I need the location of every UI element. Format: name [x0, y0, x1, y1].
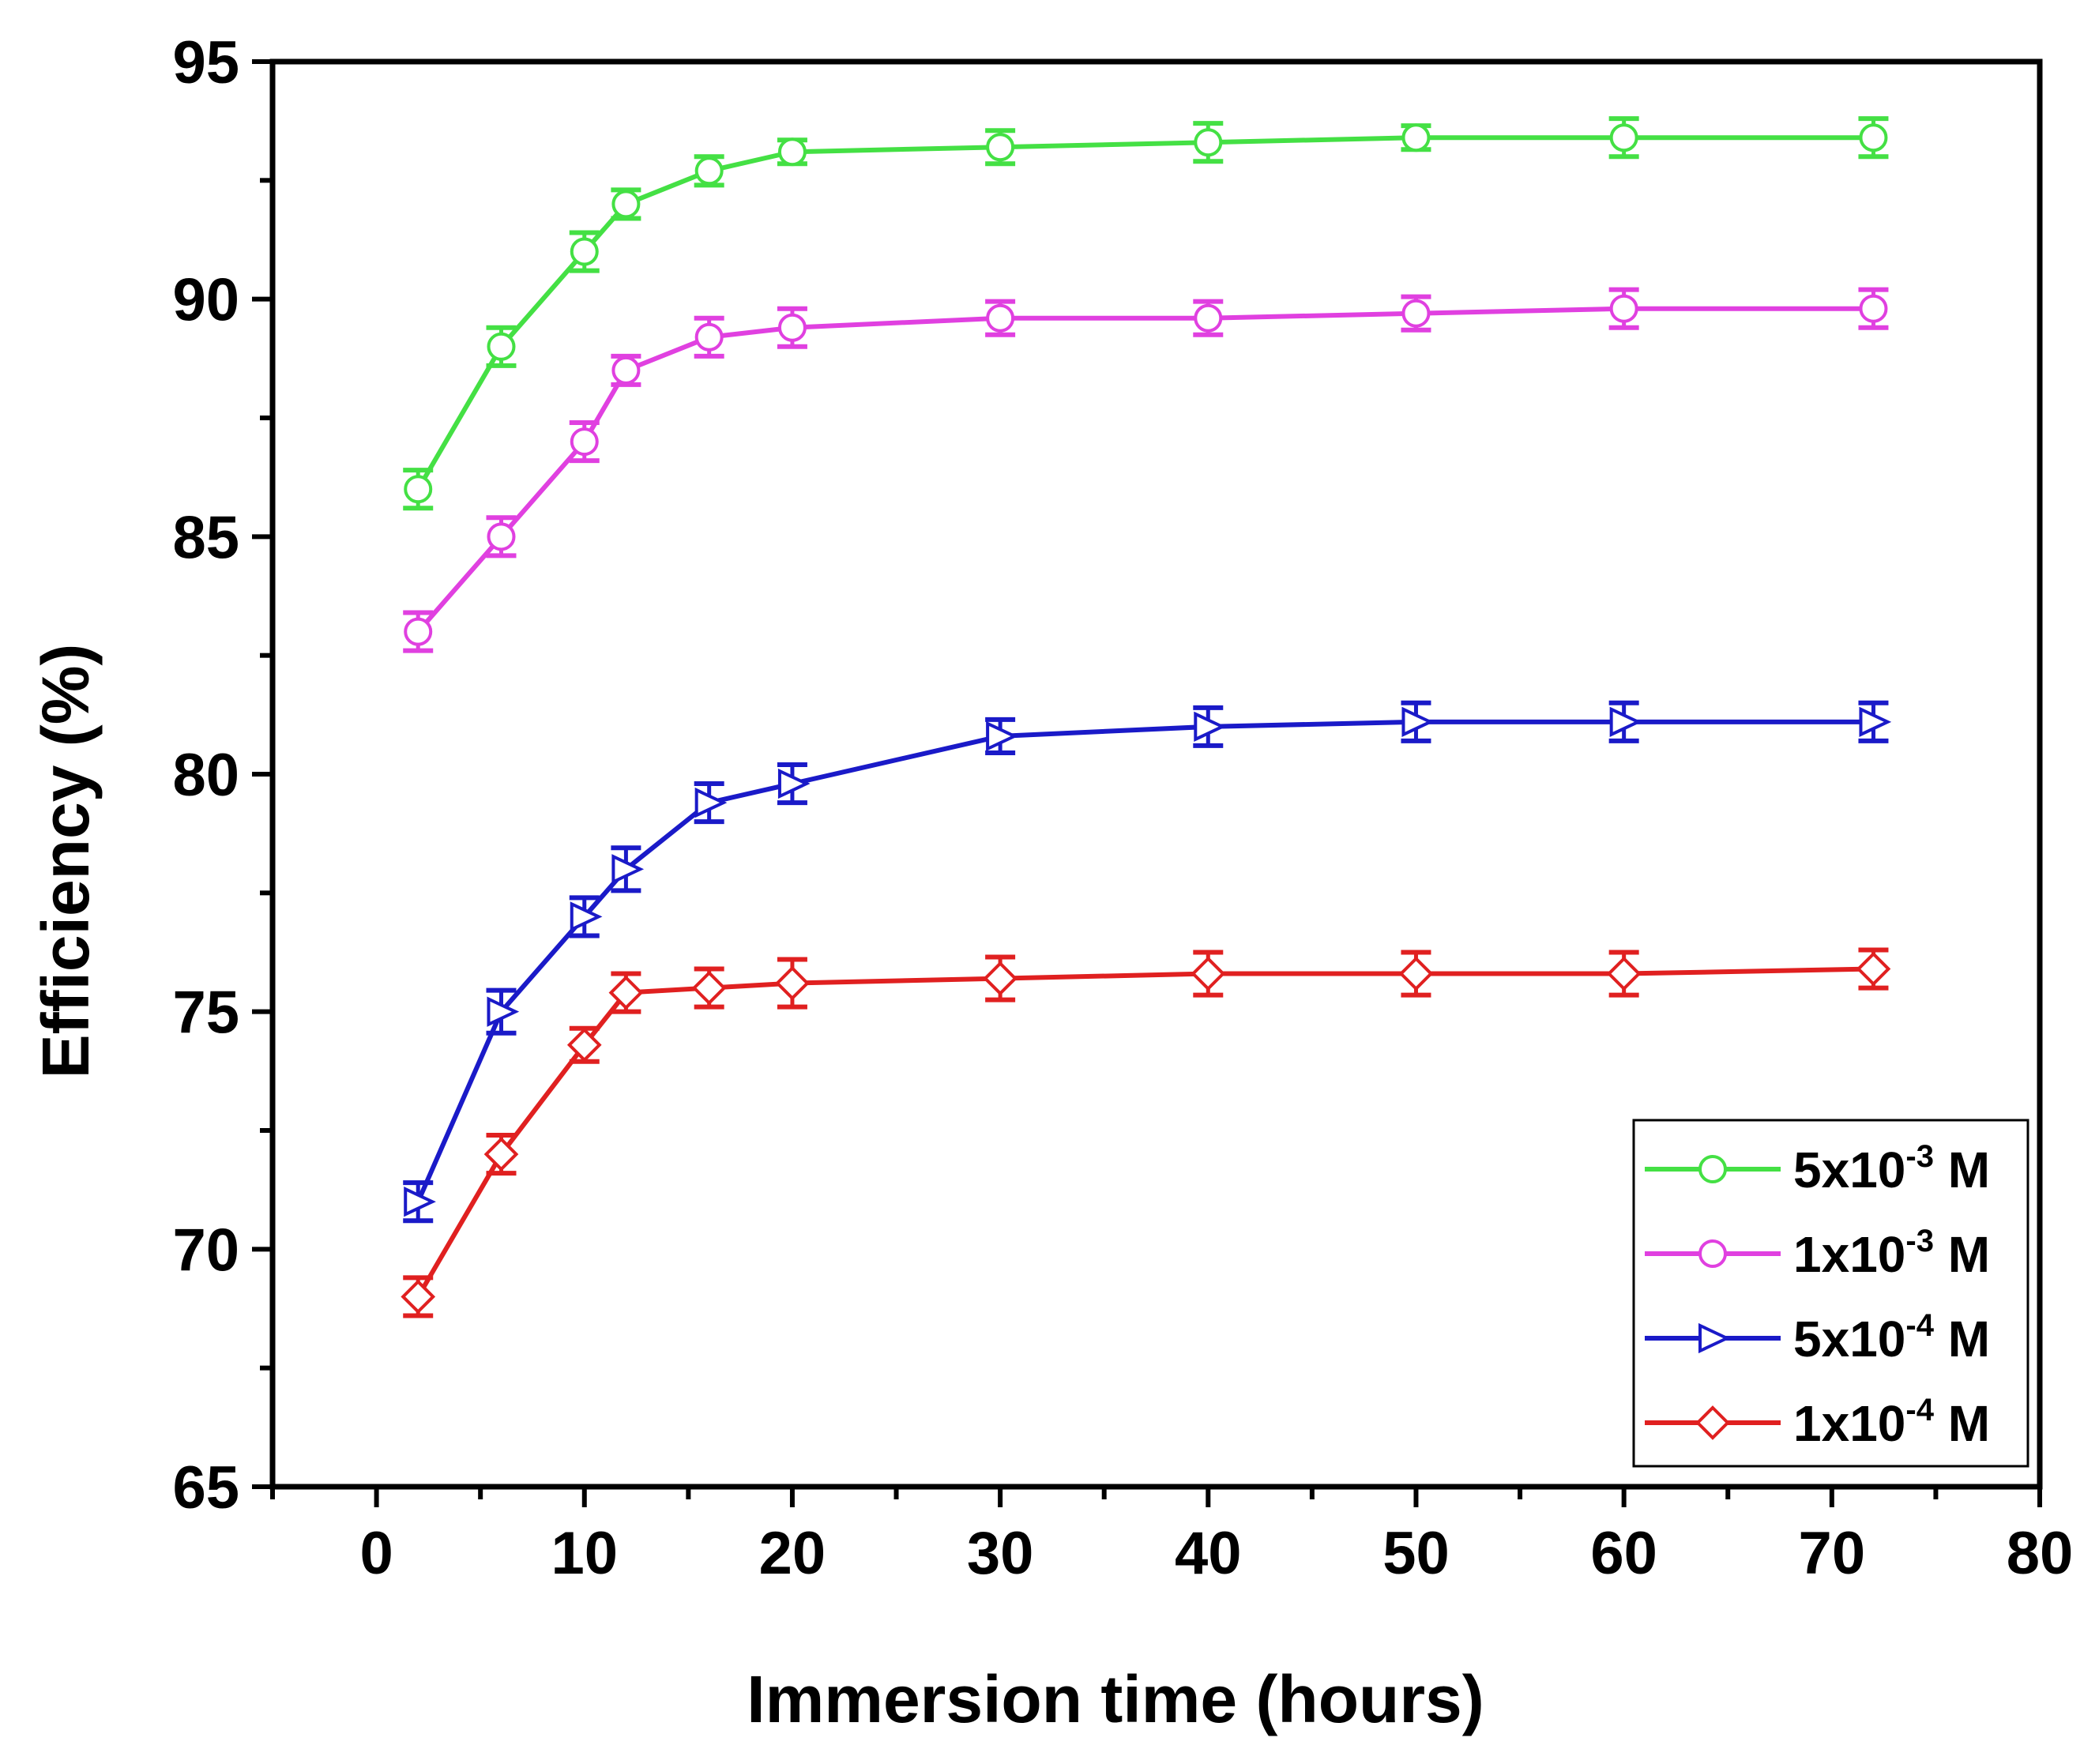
data-point — [1401, 123, 1431, 152]
legend-label-unit: M — [1934, 1395, 1990, 1452]
legend-item-0: 5x10-3 M — [1645, 1139, 1990, 1198]
data-point — [1859, 294, 1888, 323]
data-point — [691, 970, 727, 1006]
data-point — [487, 996, 520, 1027]
data-point — [986, 133, 1015, 162]
data-point — [404, 617, 433, 646]
series-group — [401, 116, 1892, 1318]
y-axis-title: Efficiency (%) — [28, 644, 103, 1079]
legend-label-exponent: -4 — [1905, 1308, 1934, 1343]
data-point — [483, 1137, 519, 1172]
legend-label-unit: M — [1934, 1226, 1990, 1283]
x-tick-label: 70 — [1799, 1520, 1866, 1587]
series-2 — [403, 700, 1892, 1224]
legend-label-unit: M — [1934, 1142, 1990, 1198]
y-tick-label: 85 — [172, 504, 239, 571]
data-point — [1856, 951, 1891, 987]
data-point — [775, 965, 810, 1001]
data-point — [570, 901, 603, 932]
data-point — [1609, 123, 1638, 152]
data-point — [777, 313, 807, 342]
series-3 — [401, 947, 1891, 1318]
data-point — [694, 787, 728, 818]
x-tick-label: 0 — [359, 1520, 393, 1587]
data-point — [1609, 294, 1638, 323]
data-point — [608, 975, 644, 1010]
data-point — [611, 854, 645, 885]
x-tick-label: 30 — [967, 1520, 1034, 1587]
data-point — [611, 190, 641, 219]
legend-label-exponent: -3 — [1905, 1139, 1934, 1174]
legend-item-3: 1x10-4 M — [1645, 1393, 1990, 1452]
legend-swatch-marker — [1698, 1322, 1731, 1354]
data-point — [694, 322, 724, 352]
data-point — [487, 332, 516, 361]
data-point — [404, 1187, 436, 1217]
data-point — [694, 156, 724, 186]
axes-group: 0 10 20 30 40 50 60 70 80 65 70 75 80 85 90 95 — [172, 29, 2073, 1587]
x-tick-label: 10 — [551, 1520, 618, 1587]
data-point — [1401, 299, 1431, 328]
data-point — [487, 522, 516, 551]
data-point — [401, 1279, 436, 1315]
x-tick-label: 20 — [759, 1520, 826, 1587]
series-0 — [403, 116, 1889, 511]
data-point — [570, 427, 599, 457]
y-tick-label: 80 — [172, 742, 239, 809]
data-point — [1859, 123, 1888, 152]
legend-label-base: 1x10 — [1793, 1395, 1905, 1452]
y-tick-label: 70 — [172, 1217, 239, 1284]
legend-label-base: 1x10 — [1793, 1226, 1905, 1283]
legend-label: 1x10-3 M — [1793, 1224, 1990, 1283]
y-tick-label: 95 — [172, 29, 239, 96]
legend-label: 5x10-3 M — [1793, 1139, 1990, 1198]
legend-label-unit: M — [1934, 1311, 1990, 1367]
x-tick-label: 60 — [1590, 1520, 1657, 1587]
legend-swatch-marker — [1698, 1239, 1727, 1268]
y-tick-label: 90 — [172, 267, 239, 334]
legend-label-exponent: -3 — [1905, 1224, 1934, 1258]
x-axis-title: Immersion time (hours) — [747, 1662, 1484, 1736]
data-point — [1191, 956, 1226, 991]
legend-label-base: 5x10 — [1793, 1142, 1905, 1198]
data-point — [1606, 956, 1642, 991]
data-point — [986, 303, 1015, 333]
x-tick-label: 40 — [1175, 1520, 1242, 1587]
y-tick-label: 75 — [172, 980, 239, 1047]
data-point — [1859, 706, 1892, 738]
series-1 — [403, 287, 1889, 653]
legend-swatch-marker — [1698, 1155, 1727, 1183]
data-point — [777, 768, 811, 799]
x-tick-label: 50 — [1382, 1520, 1450, 1587]
data-point — [611, 355, 641, 385]
data-point — [983, 961, 1018, 996]
data-point — [1194, 303, 1223, 333]
data-point — [1194, 711, 1226, 743]
data-point — [1194, 128, 1223, 157]
legend-swatch-marker — [1695, 1405, 1730, 1440]
data-point — [1398, 956, 1434, 991]
data-point — [986, 720, 1018, 752]
legend-label-exponent: -4 — [1905, 1393, 1934, 1427]
legend-item-1: 1x10-3 M — [1645, 1224, 1990, 1283]
data-point — [777, 137, 807, 167]
data-point — [1401, 706, 1435, 738]
y-tick-label: 65 — [172, 1454, 239, 1521]
legend-item-2: 5x10-4 M — [1645, 1308, 1990, 1367]
legend-label-base: 5x10 — [1793, 1311, 1905, 1367]
data-point — [404, 475, 433, 504]
data-point — [566, 1027, 602, 1063]
legend-label: 5x10-4 M — [1793, 1308, 1990, 1367]
legend-label: 1x10-4 M — [1793, 1393, 1990, 1452]
legend-box — [1632, 1119, 2029, 1468]
x-tick-label: 80 — [2007, 1520, 2074, 1587]
data-point — [1609, 706, 1642, 738]
data-point — [570, 237, 599, 266]
